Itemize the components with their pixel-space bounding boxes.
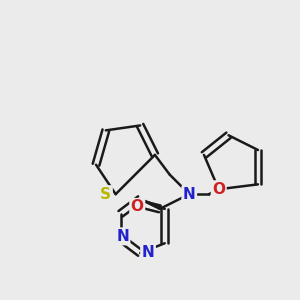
Text: O: O	[131, 200, 144, 214]
Text: N: N	[183, 187, 196, 202]
Text: N: N	[142, 244, 154, 260]
Text: N: N	[116, 229, 129, 244]
Text: O: O	[212, 182, 225, 197]
Text: S: S	[100, 187, 111, 202]
